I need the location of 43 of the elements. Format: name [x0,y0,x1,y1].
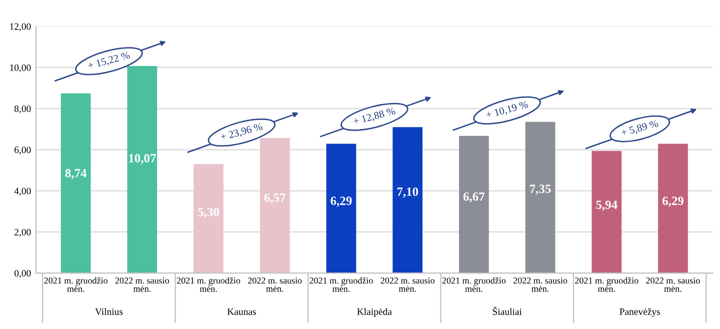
x-tick-label: 2021 m. gruodžio mėn. [310,277,373,292]
x-tick-label: 2021 m. gruodžio mėn. [44,277,108,292]
data-label: 10,07 [129,154,156,164]
data-label: 6,57 [264,193,286,204]
annotation: + 15,22 % [87,51,131,71]
x-tick-label: 2022 m. sausio mėn. [380,278,434,292]
x-tick-label: 2021 m. gruodžio mėn. [575,277,638,292]
y-tick-label: 10,00 [10,64,31,72]
data-label: 7,10 [397,187,418,198]
y-tick-label: 4,00 [14,188,31,196]
x-tick-label: 2022 m. sausio mėn. [646,278,700,292]
bar [194,164,224,274]
x-tick-label: 2021 m. gruodžio mėn. [442,277,506,292]
y-tick-label: 2,00 [14,228,31,237]
annotation: + 12,88 % [352,107,396,126]
data-label: 5,30 [198,208,219,218]
bar [326,144,356,274]
bar [60,93,91,274]
text: Panevėžys [620,308,660,317]
data-label: 6,67 [463,192,485,203]
data-label: 6,29 [662,196,684,207]
text: Klaipėda [357,308,392,317]
x-tick-label: 2022 m. sausio mėn. [513,278,568,292]
text: Kaunas [227,308,256,315]
x-tick-label: 2022 m. sausio mėn. [115,278,170,292]
data-label: 7,35 [530,184,551,195]
y-tick-label: 0,00 [14,270,31,278]
y-tick-label: 12,00 [10,23,31,32]
annotation: + 5,89 % [620,120,659,138]
bar [592,150,622,274]
y-tick-label: 8,00 [14,105,31,114]
data-label: 5,94 [596,200,618,211]
annotation: + 10,19 % [486,100,529,120]
data-label: 8,74 [65,168,87,180]
text: Šiauliai [492,306,522,315]
x-tick-label: 2021 m. gruodžio mėn. [176,277,240,292]
bar [459,136,489,274]
annotation: + 23,96 % [220,122,264,142]
x-tick-label: 2022 m. sausio mėn. [248,278,302,292]
text: Vilnius [95,308,123,316]
y-tick-label: 6,00 [14,146,31,155]
bar [658,144,688,274]
data-label: 6,29 [330,196,352,207]
